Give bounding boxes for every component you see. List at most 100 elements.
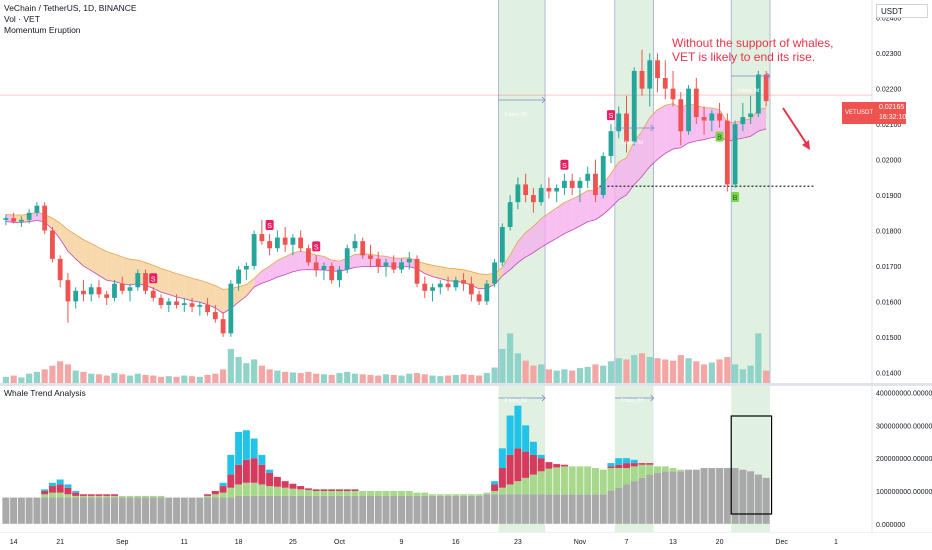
volume-bar — [157, 376, 165, 383]
candle-body — [763, 74, 769, 102]
volume-bar — [514, 353, 521, 383]
candle-body — [274, 237, 280, 249]
whale-bar-lime — [436, 494, 444, 496]
whale-bar-gray — [491, 494, 499, 524]
zone-arrow-head — [541, 96, 546, 104]
whale-bar-cyan — [491, 481, 499, 485]
whale-bar-cyan — [529, 441, 537, 455]
candle-body — [337, 269, 342, 281]
volume-indicator-label[interactable]: Vol · VET — [4, 14, 40, 24]
whale-bar-gray — [304, 495, 312, 524]
cloud-segment — [541, 213, 549, 248]
whale-bar-cyan — [56, 479, 64, 485]
whale-bar-gray — [211, 497, 219, 524]
pane-divider[interactable] — [0, 383, 932, 386]
whale-bar-gray — [537, 494, 545, 524]
cloud-segment — [502, 254, 511, 276]
whale-bar-crimson — [273, 476, 281, 487]
cloud-segment — [657, 105, 666, 160]
zone-arrow-head — [650, 124, 655, 132]
volume-bar — [126, 375, 134, 383]
volume-bar — [708, 362, 715, 383]
whale-bar-lime — [460, 494, 468, 496]
whale-trend-pane[interactable]: 0 bars, 0d 0 bars, 0d 0.000000 100000000.00… — [0, 386, 932, 532]
whale-trend-title[interactable]: Whale Trend Analysis — [4, 388, 86, 398]
cloud-segment — [626, 141, 635, 195]
whale-bar-gray — [103, 497, 111, 524]
volume-bar — [336, 373, 343, 383]
cloud-segment — [184, 275, 193, 301]
whale-bar-gray — [398, 495, 406, 524]
whale-bar-lime — [661, 466, 669, 472]
volume-bar — [2, 376, 9, 383]
whale-bar-gray — [506, 494, 514, 524]
whale-bar-gray — [413, 495, 421, 524]
candle-body — [251, 234, 257, 266]
candle-body — [321, 265, 327, 270]
whale-bar-gray — [444, 495, 452, 524]
volume-bar — [398, 375, 405, 383]
whale-bar-crimson — [304, 488, 312, 491]
cloud-upper-line — [5, 103, 767, 290]
whale-bar-lime — [266, 486, 274, 496]
candle-body — [42, 205, 48, 231]
volume-bar — [700, 364, 708, 383]
whale-bar-gray — [297, 495, 305, 524]
candle-body — [445, 283, 451, 288]
annotation-arrow — [782, 107, 809, 147]
sell-signal-marker: S — [606, 110, 615, 121]
momentum-indicator-label[interactable]: Momentum Eruption — [4, 25, 81, 35]
whale-bar-gray — [110, 497, 118, 524]
whale-bar-lime — [103, 495, 111, 498]
volume-bar — [72, 370, 79, 383]
candle-body — [189, 303, 195, 307]
volume-bar — [18, 377, 25, 383]
whale-bar-crimson — [553, 464, 561, 468]
candle-body — [236, 269, 242, 284]
whale-bar-crimson — [64, 487, 72, 495]
candle-body — [507, 202, 513, 227]
whale-bar-lime — [545, 468, 553, 495]
whale-bar-cyan — [258, 454, 266, 465]
whale-bar-crimson — [79, 494, 87, 496]
volume-bar — [173, 376, 180, 383]
currency-button[interactable]: USDT — [876, 4, 928, 18]
candle-body — [414, 258, 420, 284]
time-axis-tick: 14 — [10, 539, 18, 546]
whale-axis-tick: 300000000.000000 — [876, 423, 932, 430]
candle-body — [724, 120, 730, 185]
candle-body — [88, 287, 94, 295]
candle-body — [422, 283, 428, 291]
whale-bar-gray — [118, 497, 126, 524]
whale-bar-gray — [235, 495, 243, 524]
whale-trend-chart[interactable]: 0 bars, 0d 0 bars, 0d 0.000000 100000000.00… — [0, 386, 932, 532]
price-chart[interactable]: S S S S S B B 0 bars, 0d 0 bars, 0d 0 bars, 0d 0.0… — [0, 0, 932, 383]
whale-bar-gray — [188, 497, 196, 524]
whale-bar-gray — [390, 495, 398, 524]
whale-bar-lime — [599, 469, 607, 495]
whale-bar-crimson — [545, 462, 553, 469]
volume-bar — [406, 373, 413, 383]
signal-badge — [149, 273, 158, 284]
whale-bar-gray — [483, 494, 491, 524]
candle-body — [96, 287, 102, 295]
whale-bar-gray — [320, 495, 328, 524]
volume-bar — [693, 361, 700, 383]
volume-bar — [724, 356, 731, 383]
whale-bar-lime — [514, 481, 522, 495]
volume-bar — [592, 364, 599, 383]
main-chart-pane[interactable]: S S S S S B B 0 bars, 0d 0 bars, 0d 0 bars, 0d 0.0… — [0, 0, 932, 383]
whale-bar-gray — [48, 497, 56, 524]
annotation-line-2: VET is likely to end its rise. — [672, 50, 816, 64]
whale-bar-crimson — [646, 463, 654, 465]
time-axis[interactable]: 14 21 Sep 11 18 25 Oct 9 16 23 Nov 7 13 20 Dec 1 — [0, 532, 932, 550]
whale-bar-cyan — [41, 489, 49, 491]
cloud-segment — [572, 195, 580, 230]
symbol-title[interactable]: VeChain / TetherUS, 1D, BINANCE — [4, 3, 137, 13]
whale-bar-lime — [250, 482, 258, 496]
whale-bar-lime — [118, 495, 126, 498]
signal-badge — [312, 241, 321, 252]
volume-bar — [80, 371, 87, 383]
time-axis-tick: 11 — [181, 539, 188, 546]
volume-bar — [584, 366, 591, 383]
